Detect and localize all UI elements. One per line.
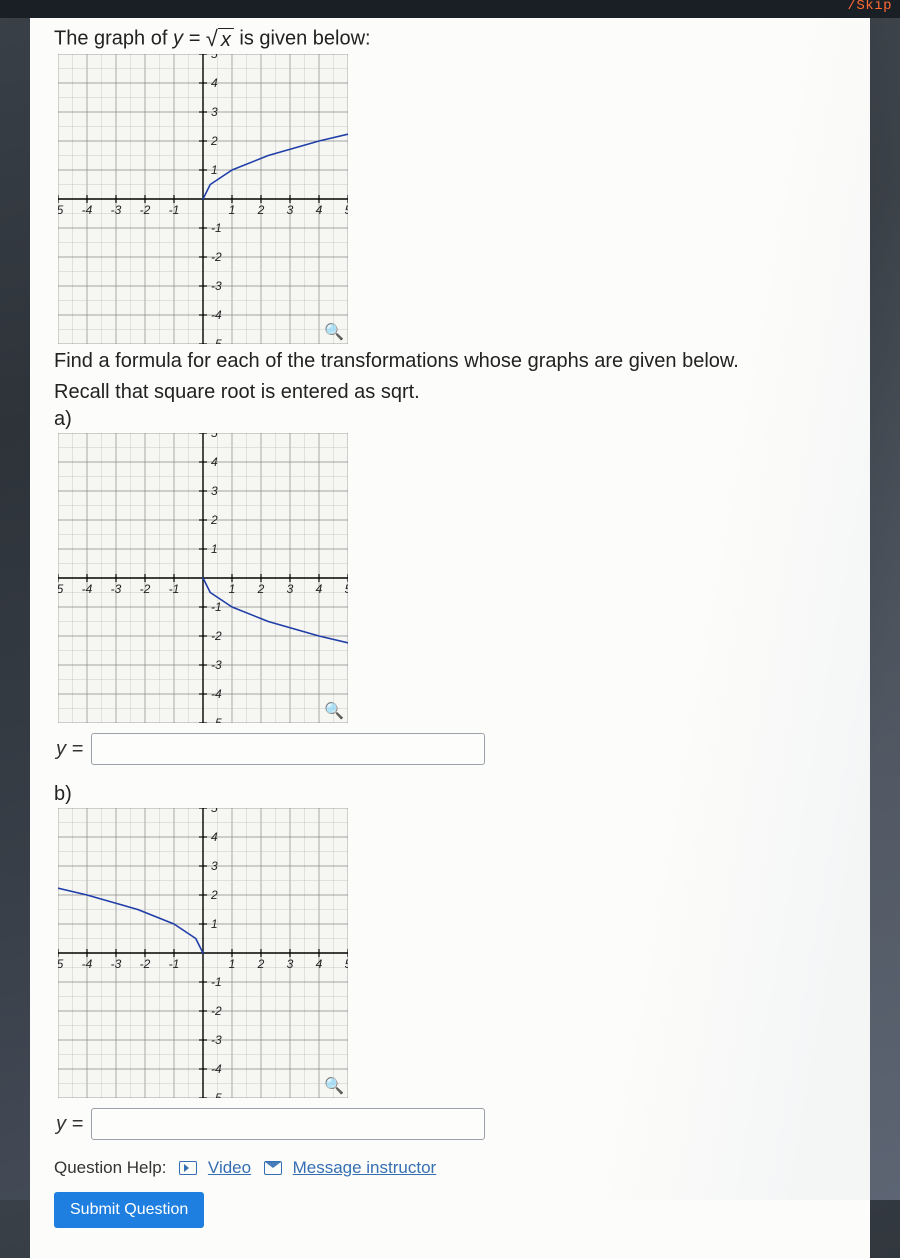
svg-text:1: 1 bbox=[229, 203, 236, 217]
svg-text:-5: -5 bbox=[211, 337, 222, 344]
svg-text:4: 4 bbox=[211, 76, 218, 90]
svg-text:-2: -2 bbox=[211, 1004, 222, 1018]
svg-text:1: 1 bbox=[211, 917, 218, 931]
svg-text:-2: -2 bbox=[140, 957, 151, 971]
svg-text:4: 4 bbox=[211, 455, 218, 469]
svg-text:2: 2 bbox=[257, 957, 265, 971]
svg-text:-4: -4 bbox=[82, 582, 93, 596]
answer-row-b: y = bbox=[56, 1108, 846, 1140]
prompt-text: The graph of y = √x is given below: bbox=[54, 26, 846, 52]
svg-text:-2: -2 bbox=[211, 250, 222, 264]
zoom-icon[interactable]: 🔍 bbox=[324, 322, 344, 342]
prompt-lhs: y = bbox=[173, 27, 206, 49]
svg-text:-1: -1 bbox=[211, 975, 222, 989]
svg-text:5: 5 bbox=[211, 808, 218, 815]
prompt-suffix: is given below: bbox=[239, 27, 370, 49]
graph-base: -5 -4 -3 -2 -1 1 2 3 4 5 -5 -4 -3 -2 -1 1 2 3 4 5 🔍 bbox=[58, 54, 348, 344]
radicand: x bbox=[218, 28, 234, 51]
svg-text:-3: -3 bbox=[211, 279, 222, 293]
svg-text:-1: -1 bbox=[169, 957, 180, 971]
svg-text:2: 2 bbox=[210, 134, 218, 148]
question-help: Question Help: Video Message instructor bbox=[54, 1158, 846, 1178]
zoom-icon[interactable]: 🔍 bbox=[324, 1076, 344, 1096]
svg-text:-4: -4 bbox=[211, 308, 222, 322]
zoom-icon[interactable]: 🔍 bbox=[324, 701, 344, 721]
svg-text:-5: -5 bbox=[211, 716, 222, 723]
svg-text:2: 2 bbox=[210, 513, 218, 527]
svg-text:5: 5 bbox=[211, 433, 218, 440]
svg-text:3: 3 bbox=[211, 859, 218, 873]
sqrt-expression: √x bbox=[206, 26, 234, 52]
svg-text:-1: -1 bbox=[169, 203, 180, 217]
instruction-line1: Find a formula for each of the transform… bbox=[54, 348, 846, 375]
svg-text:-3: -3 bbox=[211, 1033, 222, 1047]
svg-text:-4: -4 bbox=[211, 687, 222, 701]
svg-text:-3: -3 bbox=[111, 203, 122, 217]
answer-input-a[interactable] bbox=[91, 733, 485, 765]
svg-text:-2: -2 bbox=[140, 203, 151, 217]
graph-a: -5 -4 -3 -2 -1 1 2 3 4 5 -5 -4 -3 -2 -1 1 2 3 4 5 🔍 bbox=[58, 433, 348, 723]
graph-base-svg: -5 -4 -3 -2 -1 1 2 3 4 5 -5 -4 -3 -2 -1 1 2 3 4 5 bbox=[58, 54, 348, 344]
svg-text:-5: -5 bbox=[58, 957, 64, 971]
answer-label-b: y = bbox=[56, 1113, 83, 1136]
svg-text:1: 1 bbox=[229, 582, 236, 596]
graph-a-svg: -5 -4 -3 -2 -1 1 2 3 4 5 -5 -4 -3 -2 -1 1 2 3 4 5 bbox=[58, 433, 348, 723]
screen-edge: /Skip bbox=[0, 0, 900, 18]
svg-text:5: 5 bbox=[345, 203, 348, 217]
skip-fragment: /Skip bbox=[847, 0, 892, 14]
svg-text:3: 3 bbox=[287, 582, 294, 596]
svg-text:4: 4 bbox=[211, 830, 218, 844]
svg-text:3: 3 bbox=[211, 105, 218, 119]
svg-text:-4: -4 bbox=[82, 957, 93, 971]
part-b-label: b) bbox=[54, 783, 846, 806]
answer-input-b[interactable] bbox=[91, 1108, 485, 1140]
svg-text:1: 1 bbox=[211, 163, 218, 177]
svg-text:1: 1 bbox=[229, 957, 236, 971]
mail-icon bbox=[264, 1161, 282, 1175]
graph-b: -5 -4 -3 -2 -1 1 2 3 4 5 -5 -4 -3 -2 -1 1 2 3 4 5 🔍 bbox=[58, 808, 348, 1098]
svg-text:1: 1 bbox=[211, 542, 218, 556]
svg-text:5: 5 bbox=[345, 582, 348, 596]
svg-text:-5: -5 bbox=[58, 582, 64, 596]
video-link[interactable]: Video bbox=[208, 1158, 251, 1177]
radical-icon: √ bbox=[206, 26, 218, 51]
svg-text:-4: -4 bbox=[211, 1062, 222, 1076]
submit-button[interactable]: Submit Question bbox=[54, 1192, 204, 1228]
answer-label-a: y = bbox=[56, 738, 83, 761]
svg-text:-2: -2 bbox=[211, 629, 222, 643]
instruction-line2: Recall that square root is entered as sq… bbox=[54, 379, 846, 406]
video-icon bbox=[179, 1161, 197, 1175]
svg-text:3: 3 bbox=[287, 203, 294, 217]
message-instructor-link[interactable]: Message instructor bbox=[293, 1158, 437, 1177]
svg-text:4: 4 bbox=[316, 203, 323, 217]
svg-text:-5: -5 bbox=[211, 1091, 222, 1098]
help-label: Question Help: bbox=[54, 1158, 166, 1177]
prompt-prefix: The graph of bbox=[54, 27, 173, 49]
question-card: The graph of y = √x is given below: -5 -4… bbox=[30, 0, 870, 1258]
svg-text:4: 4 bbox=[316, 957, 323, 971]
svg-text:2: 2 bbox=[210, 888, 218, 902]
graph-b-svg: -5 -4 -3 -2 -1 1 2 3 4 5 -5 -4 -3 -2 -1 1 2 3 4 5 bbox=[58, 808, 348, 1098]
svg-text:5: 5 bbox=[211, 54, 218, 61]
svg-text:-2: -2 bbox=[140, 582, 151, 596]
svg-text:-1: -1 bbox=[169, 582, 180, 596]
svg-text:-1: -1 bbox=[211, 221, 222, 235]
svg-text:2: 2 bbox=[257, 203, 265, 217]
svg-text:3: 3 bbox=[211, 484, 218, 498]
svg-text:2: 2 bbox=[257, 582, 265, 596]
svg-text:5: 5 bbox=[345, 957, 348, 971]
svg-text:-3: -3 bbox=[111, 957, 122, 971]
svg-text:-3: -3 bbox=[211, 658, 222, 672]
svg-text:4: 4 bbox=[316, 582, 323, 596]
svg-text:-4: -4 bbox=[82, 203, 93, 217]
answer-row-a: y = bbox=[56, 733, 846, 765]
svg-text:-5: -5 bbox=[58, 203, 64, 217]
svg-text:3: 3 bbox=[287, 957, 294, 971]
svg-text:-1: -1 bbox=[211, 600, 222, 614]
part-a-label: a) bbox=[54, 408, 846, 431]
svg-text:-3: -3 bbox=[111, 582, 122, 596]
